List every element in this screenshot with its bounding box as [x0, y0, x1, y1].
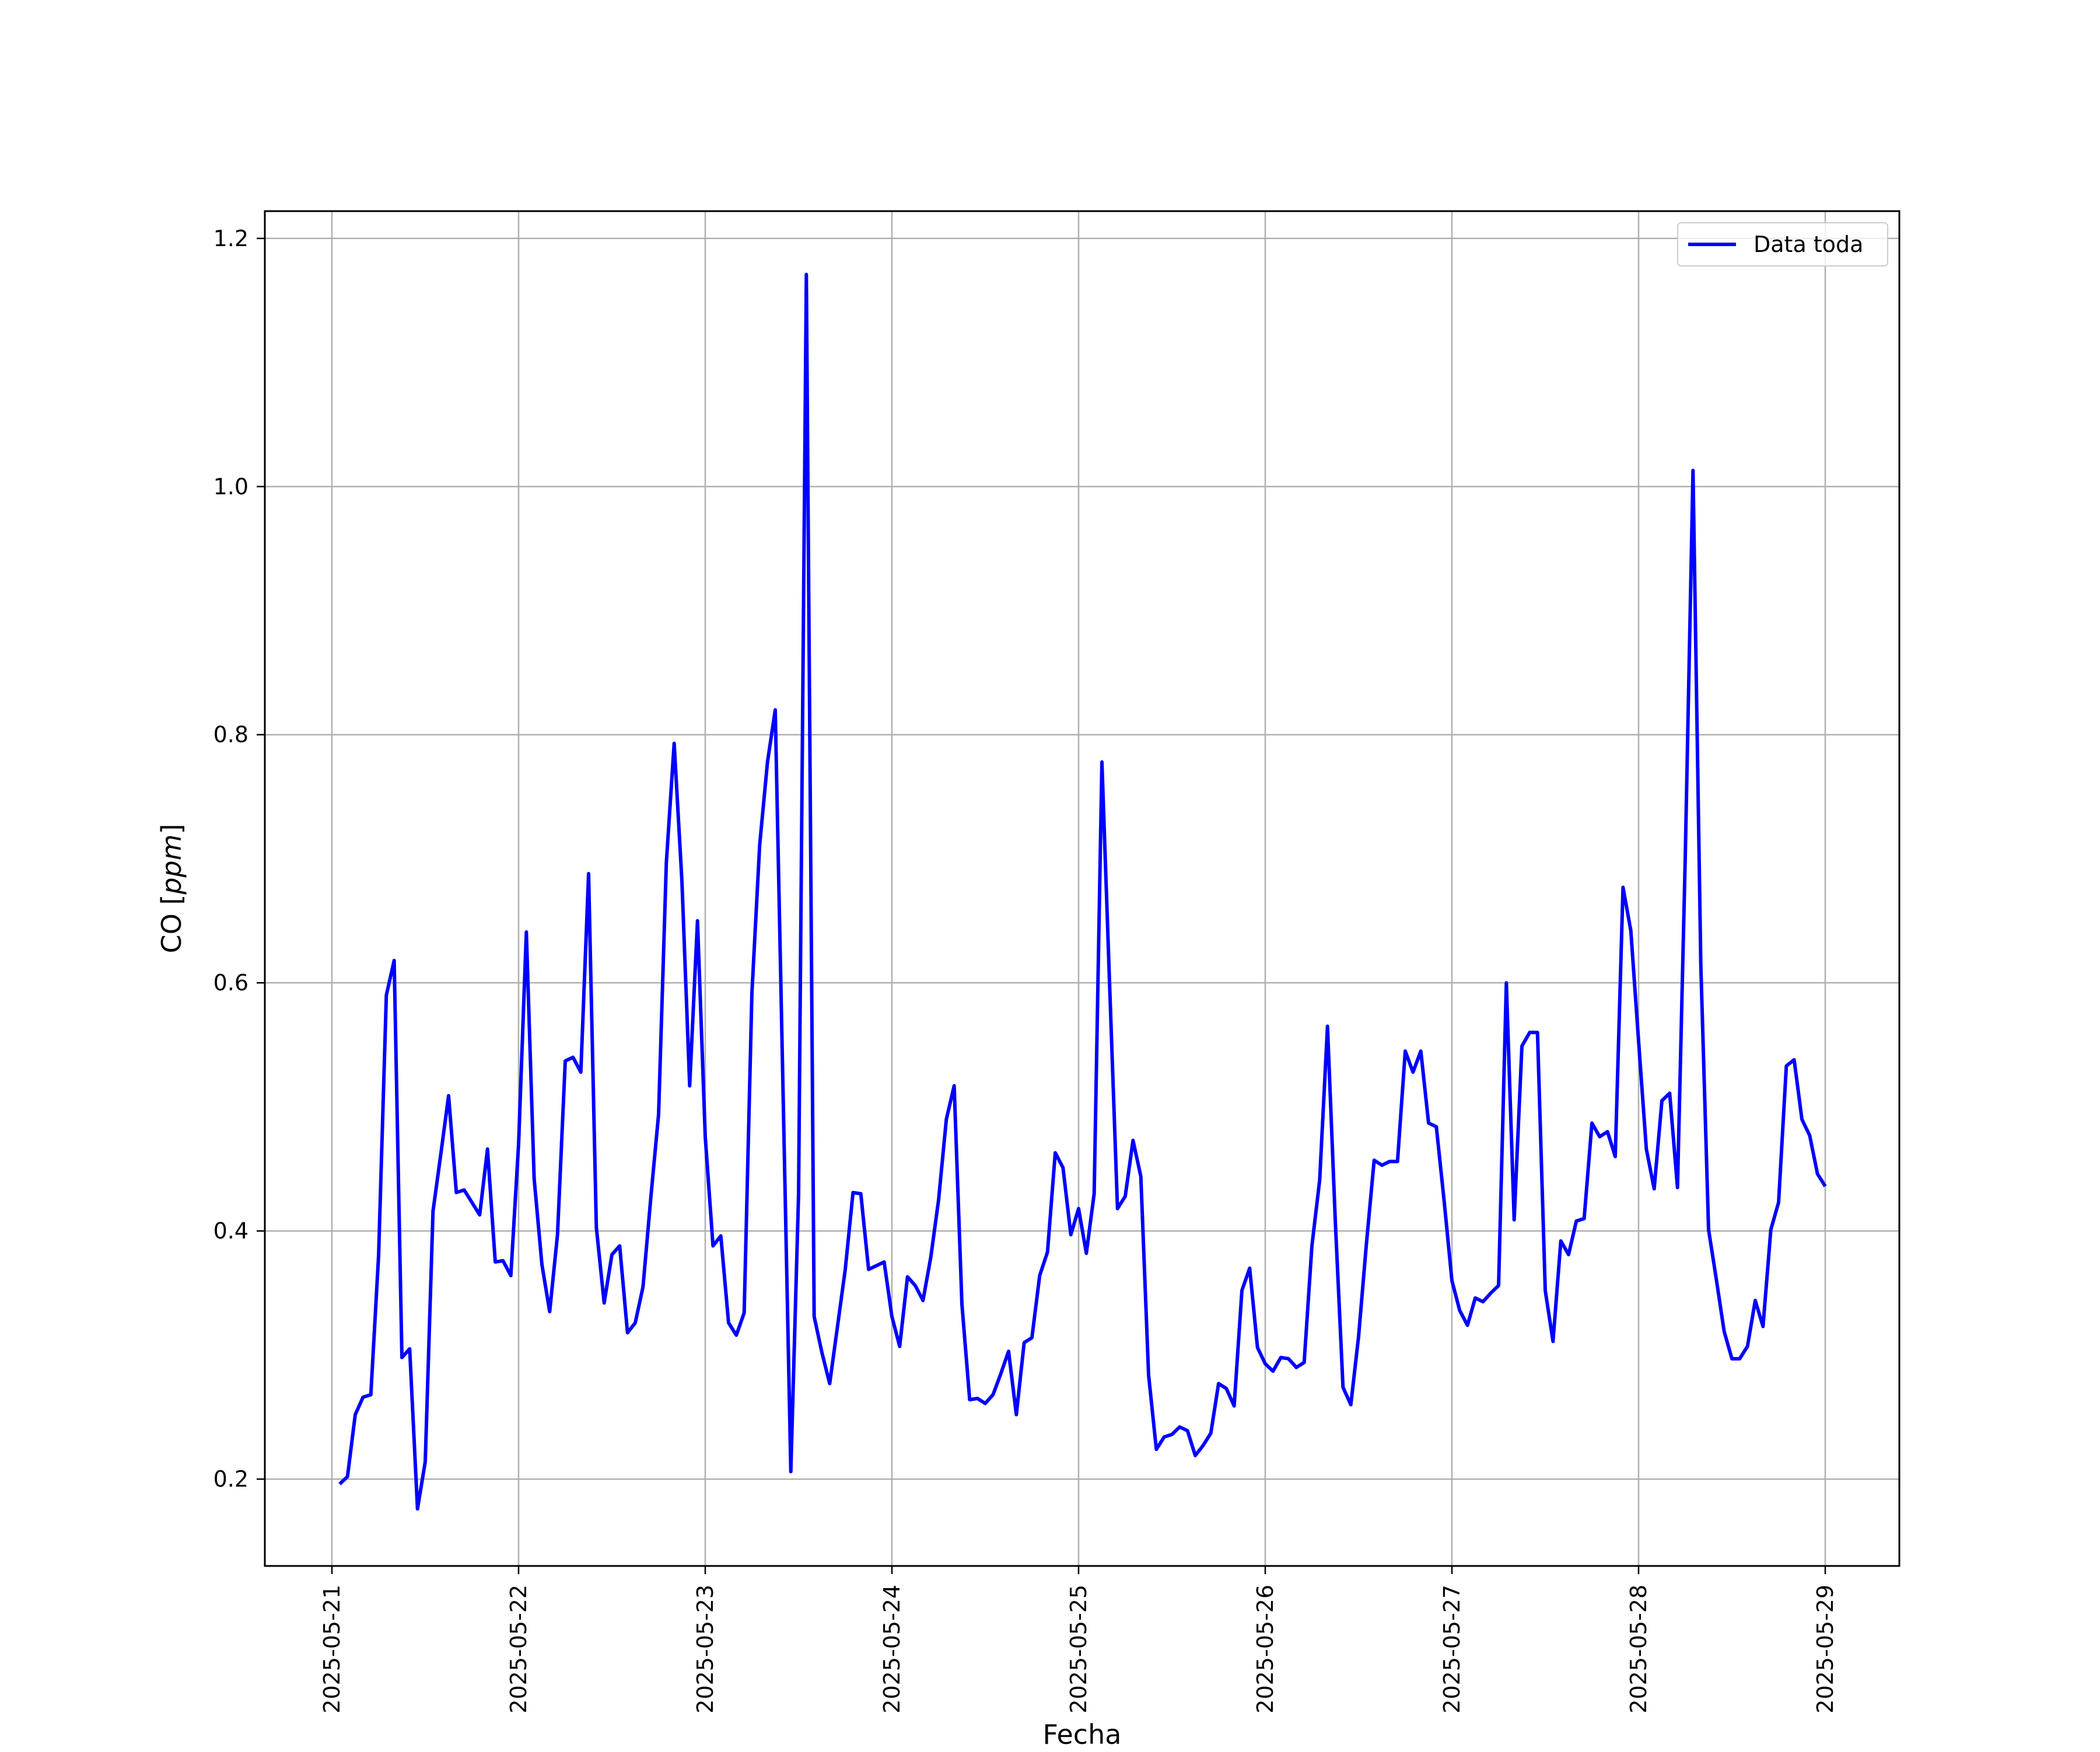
- y-tick-label-3: 0.8: [214, 722, 249, 748]
- x-tick-label-1: 2025-05-22: [506, 1585, 531, 1714]
- y-tick-label-1: 0.4: [214, 1218, 249, 1244]
- y-axis-title: CO [ppm]: [156, 824, 187, 953]
- y-axis-title-bracket-close: ]: [156, 824, 187, 834]
- x-tick-label-3: 2025-05-24: [879, 1585, 905, 1714]
- y-tick-label-5: 1.2: [214, 226, 249, 251]
- x-tick-label-4: 2025-05-25: [1066, 1585, 1091, 1714]
- x-axis-ticks: 2025-05-21 2025-05-22 2025-05-23 2025-05-24…: [319, 1566, 1838, 1714]
- legend-label-data-toda: Data toda: [1754, 232, 1863, 257]
- x-tick-label-2: 2025-05-23: [692, 1585, 718, 1714]
- y-axis-ticks: 0.2 0.4 0.6 0.8 1.0 1.2: [214, 226, 265, 1492]
- x-tick-label-5: 2025-05-26: [1252, 1585, 1278, 1714]
- series-line-data-toda: [338, 272, 1827, 1511]
- x-tick-label-6: 2025-05-27: [1439, 1585, 1465, 1714]
- series-layer: [338, 272, 1827, 1511]
- y-axis-title-name: CO: [156, 905, 187, 954]
- y-axis-title-bracket-open: [: [156, 895, 187, 905]
- y-tick-label-0: 0.2: [214, 1466, 249, 1492]
- y-tick-label-4: 1.0: [214, 474, 249, 499]
- x-tick-label-7: 2025-05-28: [1626, 1585, 1651, 1714]
- legend: Data toda: [1677, 222, 1888, 267]
- x-tick-label-0: 2025-05-21: [319, 1585, 345, 1714]
- y-axis-title-unit: ppm: [156, 834, 187, 895]
- x-axis-title: Fecha: [1043, 1719, 1122, 1750]
- y-tick-label-2: 0.6: [214, 970, 249, 996]
- legend-box: [1677, 222, 1888, 267]
- x-tick-label-8: 2025-05-29: [1812, 1585, 1838, 1714]
- plot-frame: [264, 210, 1901, 1567]
